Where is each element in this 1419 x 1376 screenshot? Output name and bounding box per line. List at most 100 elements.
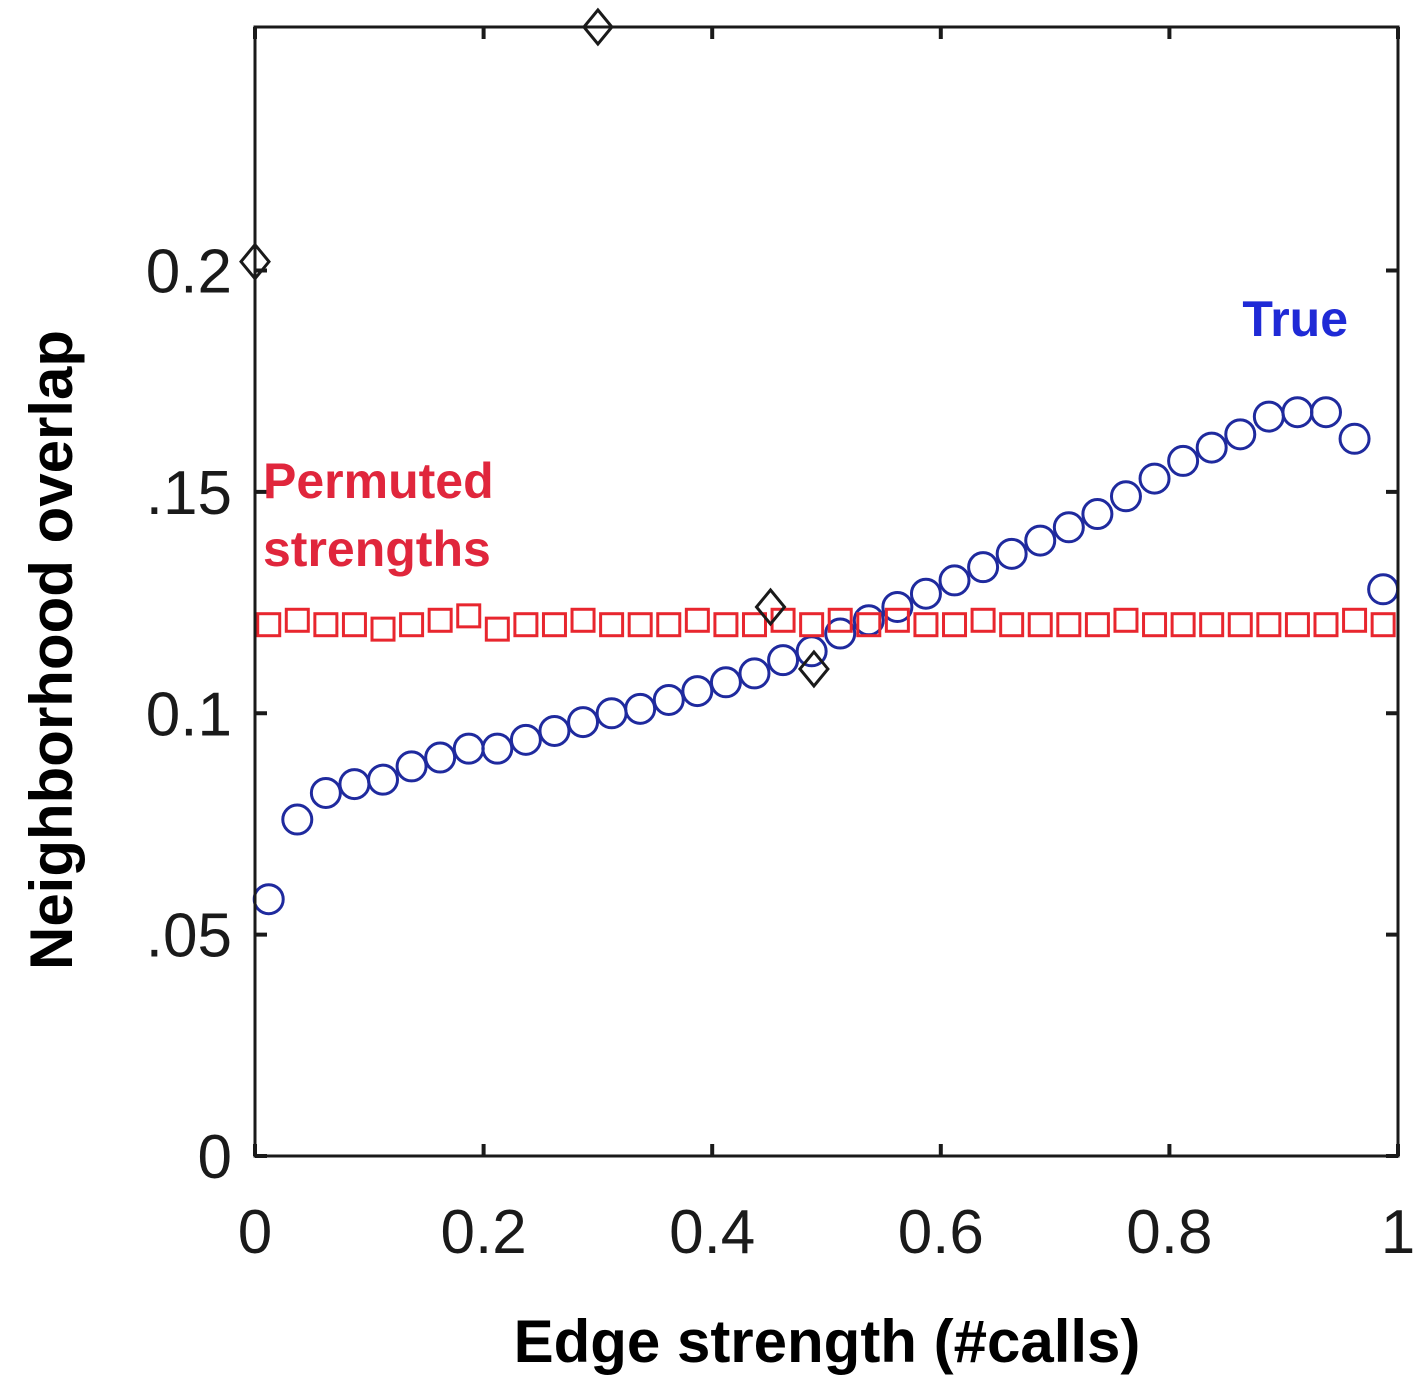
data-point-square — [513, 612, 539, 638]
data-point-circle — [395, 750, 428, 783]
data-point-square — [341, 612, 367, 638]
data-point-circle — [938, 564, 971, 597]
data-point-square — [1199, 612, 1225, 638]
data-point-square — [999, 612, 1025, 638]
data-point-circle — [309, 776, 342, 809]
x-tick-label: 0.6 — [898, 1198, 984, 1267]
data-point-square — [970, 607, 996, 633]
data-point-circle — [652, 683, 685, 716]
x-tick-label: 0.8 — [1126, 1198, 1212, 1267]
data-point-square — [599, 612, 625, 638]
data-point-circle — [709, 666, 742, 699]
data-point-circle — [1195, 431, 1228, 464]
y-tick-label: 0.2 — [146, 238, 232, 307]
y-tick-label: 0.1 — [146, 680, 232, 749]
data-point-circle — [595, 697, 628, 730]
data-point-square — [741, 612, 767, 638]
data-point-square — [856, 612, 882, 638]
data-point-square — [1170, 612, 1196, 638]
data-point-square — [1142, 612, 1168, 638]
data-point-square — [1284, 612, 1310, 638]
true-series-label: True — [1242, 291, 1348, 347]
data-point-square — [399, 612, 425, 638]
data-point-square — [256, 612, 282, 638]
data-point-circle — [1338, 422, 1371, 455]
data-point-circle — [1138, 462, 1171, 495]
data-point-circle — [1367, 573, 1400, 606]
data-point-circle — [338, 768, 371, 801]
x-tick-label: 0.4 — [669, 1198, 755, 1267]
data-point-circle — [1224, 418, 1257, 451]
data-point-circle — [1309, 396, 1342, 429]
data-point-circle — [881, 590, 914, 623]
data-point-square — [884, 607, 910, 633]
data-point-square — [913, 612, 939, 638]
data-point-circle — [452, 732, 485, 765]
data-point-circle — [824, 617, 857, 650]
data-point-circle — [367, 763, 400, 796]
data-point-circle — [1252, 400, 1285, 433]
y-tick-label: .15 — [146, 459, 232, 528]
data-point-diamond — [754, 587, 787, 627]
data-point-circle — [681, 675, 714, 708]
y-axis-title: Neighborhood overlap — [18, 330, 85, 970]
data-point-circle — [967, 551, 1000, 584]
data-point-square — [656, 612, 682, 638]
data-point-circle — [995, 537, 1028, 570]
data-point-circle — [538, 714, 571, 747]
data-point-square — [570, 607, 596, 633]
data-point-circle — [1167, 444, 1200, 477]
data-point-square — [1227, 612, 1253, 638]
data-point-square — [684, 607, 710, 633]
data-point-square — [456, 603, 482, 629]
permuted-series-label-line-2: strengths — [263, 521, 491, 577]
data-point-square — [799, 612, 825, 638]
data-point-circle — [624, 692, 657, 725]
data-point-square — [1256, 612, 1282, 638]
data-point-circle — [509, 723, 542, 756]
data-point-square — [1084, 612, 1110, 638]
permuted-series-label-line-1: Permuted — [263, 453, 494, 509]
data-point-circle — [767, 644, 800, 677]
data-point-diamond — [581, 7, 614, 47]
data-point-circle — [1052, 511, 1085, 544]
data-point-square — [942, 612, 968, 638]
data-point-square — [1056, 612, 1082, 638]
y-tick-label: .05 — [146, 902, 232, 971]
data-point-circle — [1024, 524, 1057, 557]
y-tick-label: 0 — [198, 1123, 232, 1192]
axis-ticks — [253, 27, 1400, 1158]
data-point-square — [1370, 612, 1396, 638]
data-point-square — [827, 607, 853, 633]
data-point-square — [627, 612, 653, 638]
data-point-square — [1342, 607, 1368, 633]
x-axis-title: Edge strength (#calls) — [514, 1308, 1141, 1375]
data-point-square — [370, 616, 396, 642]
data-point-circle — [1109, 480, 1142, 513]
data-point-circle — [1081, 498, 1114, 531]
x-tick-label: 0 — [238, 1198, 272, 1267]
data-point-circle — [281, 803, 314, 836]
data-point-square — [713, 612, 739, 638]
x-tick-label: 1 — [1381, 1198, 1415, 1267]
data-point-circle — [424, 741, 457, 774]
tick-labels: 0 0.2 0.4 0.6 0.8 1 0 .05 0.1 .15 0.2 — [146, 238, 1415, 1267]
plot-marks — [239, 7, 1400, 916]
data-point-square — [484, 616, 510, 642]
data-point-circle — [738, 657, 771, 690]
data-point-circle — [1281, 396, 1314, 429]
data-point-square — [541, 612, 567, 638]
data-point-square — [1027, 612, 1053, 638]
data-point-square — [1313, 612, 1339, 638]
data-point-square — [313, 612, 339, 638]
plot-frame — [253, 25, 1400, 1158]
data-point-circle — [909, 577, 942, 610]
data-point-square — [427, 607, 453, 633]
x-tick-label: 0.2 — [440, 1198, 526, 1267]
data-point-diamond — [797, 649, 830, 689]
data-point-square — [1113, 607, 1139, 633]
data-point-square — [284, 607, 310, 633]
data-point-circle — [252, 883, 285, 916]
data-point-circle — [567, 706, 600, 739]
